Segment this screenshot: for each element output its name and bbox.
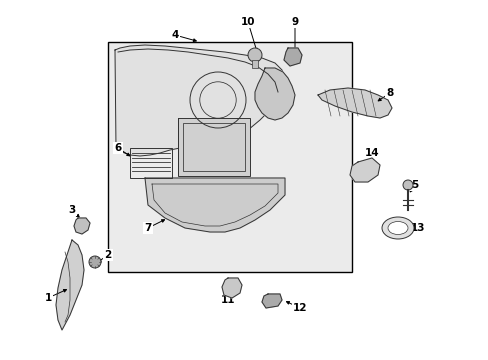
Text: 13: 13 — [410, 223, 425, 233]
Text: 8: 8 — [386, 88, 393, 98]
Text: 14: 14 — [364, 148, 379, 158]
Polygon shape — [284, 48, 302, 66]
Polygon shape — [349, 158, 379, 182]
Polygon shape — [262, 294, 282, 308]
Text: 1: 1 — [44, 293, 52, 303]
Text: 4: 4 — [171, 30, 178, 40]
Bar — [178, 118, 249, 176]
Polygon shape — [317, 88, 391, 118]
Text: 10: 10 — [240, 17, 255, 27]
Text: 5: 5 — [410, 180, 418, 190]
Text: 11: 11 — [220, 295, 235, 305]
Polygon shape — [74, 218, 90, 234]
Ellipse shape — [381, 217, 413, 239]
Text: 6: 6 — [114, 143, 122, 153]
Circle shape — [89, 256, 101, 268]
Polygon shape — [222, 278, 242, 298]
Bar — [108, 42, 351, 272]
Ellipse shape — [387, 221, 407, 234]
Text: 7: 7 — [144, 223, 151, 233]
Bar — [251, 60, 258, 68]
Circle shape — [402, 180, 412, 190]
Text: 2: 2 — [104, 250, 111, 260]
Polygon shape — [254, 68, 294, 120]
Polygon shape — [145, 178, 285, 232]
Bar — [130, 148, 172, 178]
Polygon shape — [115, 45, 285, 170]
Text: 12: 12 — [292, 303, 306, 313]
Bar — [183, 123, 244, 171]
Polygon shape — [56, 240, 84, 330]
Circle shape — [247, 48, 262, 62]
Text: 3: 3 — [68, 205, 76, 215]
Text: 9: 9 — [291, 17, 298, 27]
